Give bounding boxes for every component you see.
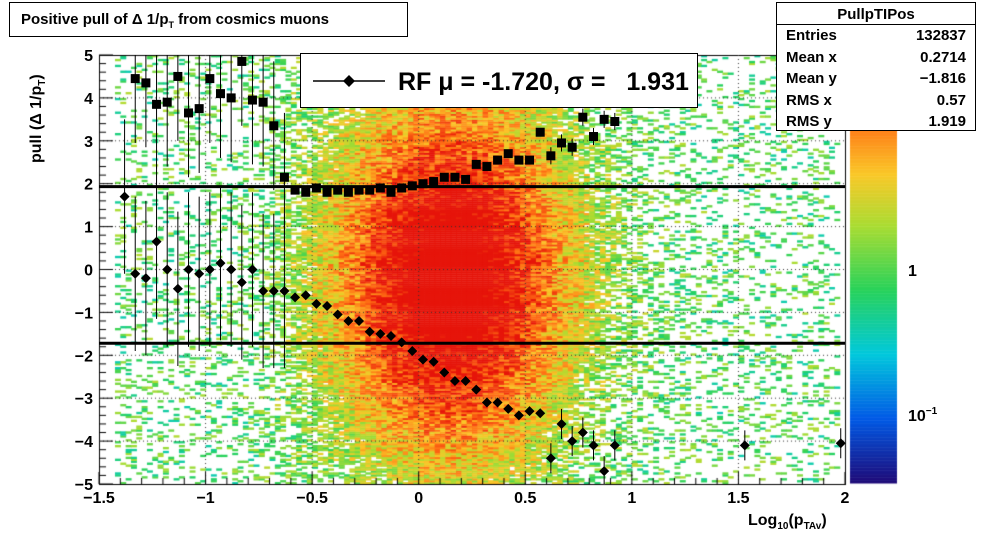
stats-value: 1.919	[928, 113, 966, 130]
x-axis-title-post: )	[821, 512, 827, 529]
stats-key: RMS y	[786, 113, 832, 130]
stats-value: 132837	[915, 27, 966, 44]
stats-value: −1.816	[919, 70, 966, 87]
stats-row-mean-x: Mean x 0.2714	[777, 47, 975, 69]
x-axis-title-pre: Log	[748, 512, 778, 529]
title-main: Positive pull of	[21, 11, 128, 28]
x-axis-title-mid: (p	[788, 512, 804, 529]
y-axis-title-sub: T	[37, 79, 49, 86]
stats-row-entries: Entries 132837	[777, 25, 975, 47]
stats-title: PullpTIPos	[777, 3, 975, 25]
stats-key: Mean y	[786, 70, 837, 87]
stats-box: PullpTIPos Entries 132837 Mean x 0.2714 Me…	[776, 2, 976, 131]
x-axis-title: Log10(pTAv)	[748, 512, 827, 532]
stats-row-mean-y: Mean y −1.816	[777, 68, 975, 90]
plot-title-box: Positive pull of Δ 1/pT from cosmics muo…	[9, 2, 408, 37]
stats-key: RMS x	[786, 91, 832, 109]
stats-key: Mean x	[786, 48, 837, 66]
y-axis-title-pre: pull (Δ 1/p	[28, 85, 45, 163]
title-expr: 1/p	[142, 11, 169, 28]
title-tail: from cosmics muons	[173, 11, 330, 28]
x-axis-title-sub2: TAv	[803, 521, 822, 533]
stats-value: 0.2714	[920, 48, 966, 66]
y-axis-title: pull (Δ 1/pT)	[28, 74, 48, 163]
legend-label: RF μ = -1.720, σ = 1.931	[398, 68, 689, 96]
title-subscript: T	[168, 20, 174, 30]
stats-key: Entries	[786, 27, 837, 44]
stats-row-rms-x: RMS x 0.57	[777, 90, 975, 112]
legend-box: RF μ = -1.720, σ = 1.931	[300, 53, 698, 108]
legend-marker-icon	[313, 75, 385, 87]
plot-title: Positive pull of Δ 1/pT from cosmics muo…	[21, 11, 329, 30]
x-axis-title-sub1: 10	[777, 521, 789, 533]
stats-value: 0.57	[936, 91, 966, 109]
y-axis-title-post: )	[28, 74, 45, 80]
stats-row-rms-y: RMS y 1.919	[777, 111, 975, 133]
title-delta: Δ	[131, 11, 143, 28]
